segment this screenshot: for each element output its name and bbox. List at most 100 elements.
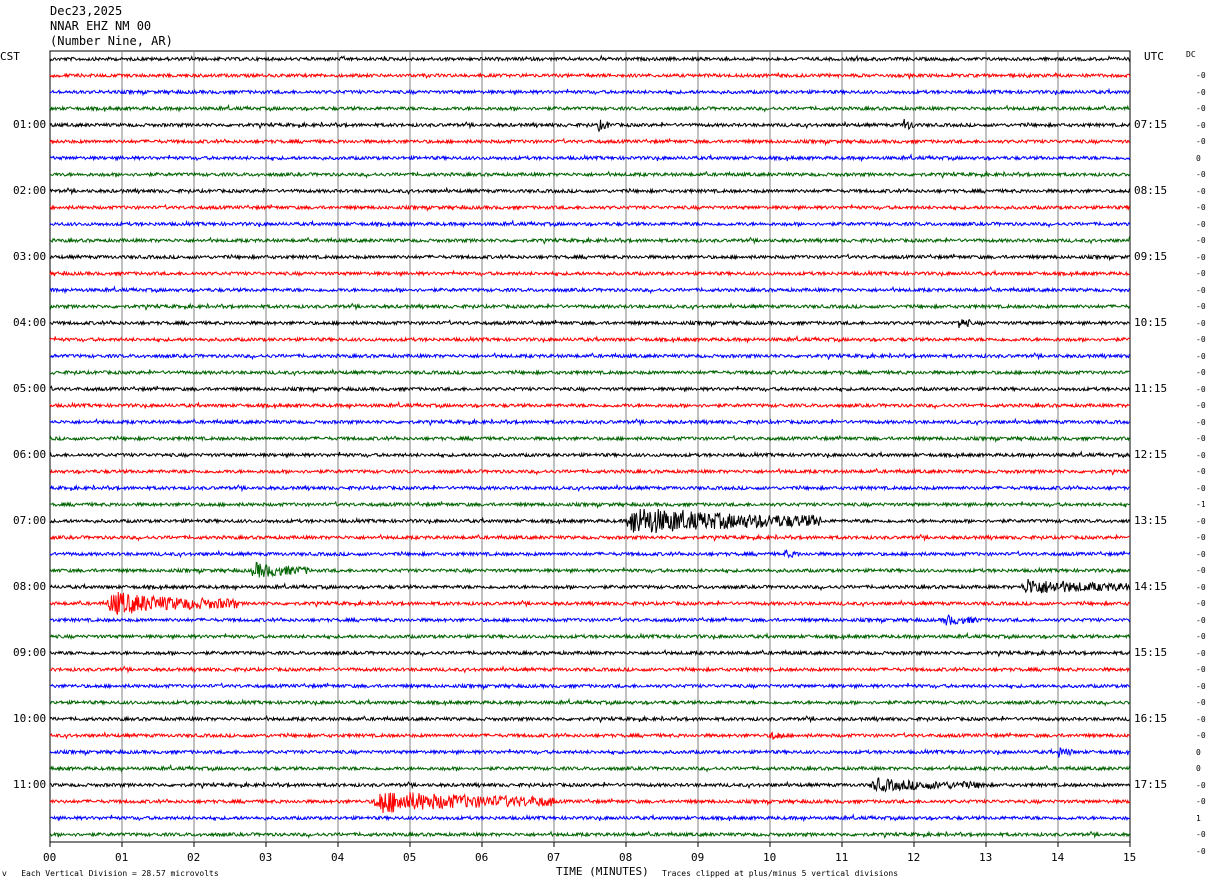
dc-offset: -0 bbox=[1196, 467, 1206, 476]
seismic-trace bbox=[49, 368, 1131, 377]
seismic-trace bbox=[49, 483, 1131, 493]
x-tick-label: 14 bbox=[1051, 851, 1065, 864]
header-location: (Number Nine, AR) bbox=[50, 34, 173, 48]
dc-offset: -0 bbox=[1196, 566, 1206, 575]
dc-offset: -0 bbox=[1196, 648, 1206, 658]
left-time-label: 02:00 bbox=[13, 184, 47, 197]
dc-offset: -0 bbox=[1196, 434, 1206, 443]
dc-offset: -0 bbox=[1196, 384, 1206, 394]
seismic-trace bbox=[49, 118, 1131, 133]
dc-offset: -0 bbox=[1196, 830, 1206, 839]
dc-offset: -0 bbox=[1196, 533, 1206, 542]
left-time-label: 11:00 bbox=[13, 778, 47, 791]
dc-offset: 0 bbox=[1196, 764, 1201, 773]
x-tick-label: 10 bbox=[763, 851, 777, 864]
dc-offset: -0 bbox=[1196, 714, 1206, 724]
dc-offset: -0 bbox=[1196, 368, 1206, 377]
dc-offset: -0 bbox=[1196, 846, 1206, 856]
seismic-trace bbox=[49, 813, 1131, 823]
x-tick-label: 01 bbox=[115, 851, 129, 864]
seismic-trace bbox=[49, 351, 1131, 361]
x-tick-label: 12 bbox=[907, 851, 921, 864]
seismic-trace bbox=[49, 746, 1131, 758]
left-time-label: 05:00 bbox=[13, 382, 47, 395]
seismic-trace bbox=[49, 648, 1131, 658]
clip-note: Traces clipped at plus/minus 5 vertical … bbox=[662, 869, 899, 878]
right-time-label: 14:15 bbox=[1134, 580, 1168, 593]
seismic-trace bbox=[49, 682, 1131, 691]
seismic-trace bbox=[49, 450, 1131, 460]
left-axis-label: CST bbox=[0, 50, 20, 63]
dc-offset: -0 bbox=[1196, 417, 1206, 427]
left-time-label: 04:00 bbox=[13, 316, 47, 329]
plot-frame bbox=[49, 50, 1131, 843]
dc-offset: -0 bbox=[1196, 780, 1206, 790]
dc-offset: -0 bbox=[1196, 186, 1206, 196]
left-time-label: 08:00 bbox=[13, 580, 47, 593]
seismic-trace bbox=[49, 203, 1131, 213]
dc-offset: -0 bbox=[1196, 516, 1206, 526]
dc-offset: -0 bbox=[1196, 549, 1206, 559]
dc-offset: -0 bbox=[1196, 269, 1206, 278]
right-time-label: 10:15 bbox=[1134, 316, 1168, 329]
dc-offset: -0 bbox=[1196, 351, 1206, 361]
dc-offset: -0 bbox=[1196, 632, 1206, 641]
dc-offset: -0 bbox=[1196, 665, 1206, 674]
seismic-trace bbox=[49, 153, 1131, 163]
left-time-label: 03:00 bbox=[13, 250, 47, 263]
seismic-trace bbox=[49, 830, 1131, 839]
x-tick-label: 06 bbox=[475, 851, 489, 864]
seismic-trace bbox=[49, 631, 1131, 641]
seismic-trace bbox=[49, 561, 1131, 578]
right-time-label: 16:15 bbox=[1134, 712, 1168, 725]
dc-offset: -0 bbox=[1196, 170, 1206, 179]
seismic-trace bbox=[49, 533, 1131, 542]
dc-offset: -0 bbox=[1196, 318, 1206, 328]
seismic-trace bbox=[49, 614, 1131, 626]
x-tick-label: 09 bbox=[691, 851, 705, 864]
seismic-trace bbox=[49, 417, 1131, 427]
dc-offset: -0 bbox=[1196, 681, 1206, 691]
x-tick-label: 03 bbox=[259, 851, 273, 864]
right-time-label: 09:15 bbox=[1134, 250, 1168, 263]
seismic-trace bbox=[49, 508, 1131, 534]
seismic-trace bbox=[49, 219, 1131, 229]
x-tick-label: 04 bbox=[331, 851, 345, 864]
dc-offset: -0 bbox=[1196, 120, 1206, 130]
dc-offset: -0 bbox=[1196, 104, 1206, 113]
seismic-trace bbox=[49, 285, 1131, 295]
seismic-trace bbox=[49, 302, 1131, 311]
dc-offset: -1 bbox=[1196, 500, 1206, 509]
left-time-label: 09:00 bbox=[13, 646, 47, 659]
seismic-trace bbox=[49, 385, 1131, 394]
seismic-trace bbox=[49, 434, 1131, 444]
seismic-trace bbox=[49, 54, 1131, 63]
x-tick-label: 15 bbox=[1123, 851, 1137, 864]
left-time-label: 07:00 bbox=[13, 514, 47, 527]
right-time-label: 13:15 bbox=[1134, 514, 1168, 527]
seismic-trace bbox=[49, 137, 1131, 147]
left-time-label: 06:00 bbox=[13, 448, 47, 461]
seismic-trace bbox=[49, 763, 1131, 773]
seismic-trace bbox=[49, 592, 1131, 615]
x-tick-label: 13 bbox=[979, 851, 993, 864]
dc-label: DC bbox=[1186, 50, 1196, 59]
seismic-trace bbox=[49, 467, 1131, 476]
dc-offset: -0 bbox=[1196, 219, 1206, 229]
dc-offset: -0 bbox=[1196, 401, 1206, 410]
dc-offset: -0 bbox=[1196, 483, 1206, 493]
dc-offset: -0 bbox=[1196, 335, 1206, 344]
dc-offset: -0 bbox=[1196, 731, 1206, 740]
seismic-trace bbox=[49, 253, 1131, 262]
dc-offset: 0 bbox=[1196, 153, 1201, 163]
seismic-trace bbox=[49, 549, 1131, 559]
dc-offset: -0 bbox=[1196, 698, 1206, 707]
seismic-trace bbox=[49, 665, 1131, 674]
seismic-trace bbox=[49, 170, 1131, 179]
dc-offset: -0 bbox=[1196, 87, 1206, 97]
seismic-trace bbox=[49, 71, 1131, 80]
seismic-trace bbox=[49, 318, 1131, 328]
seismic-trace bbox=[49, 578, 1131, 594]
right-time-label: 12:15 bbox=[1134, 448, 1168, 461]
